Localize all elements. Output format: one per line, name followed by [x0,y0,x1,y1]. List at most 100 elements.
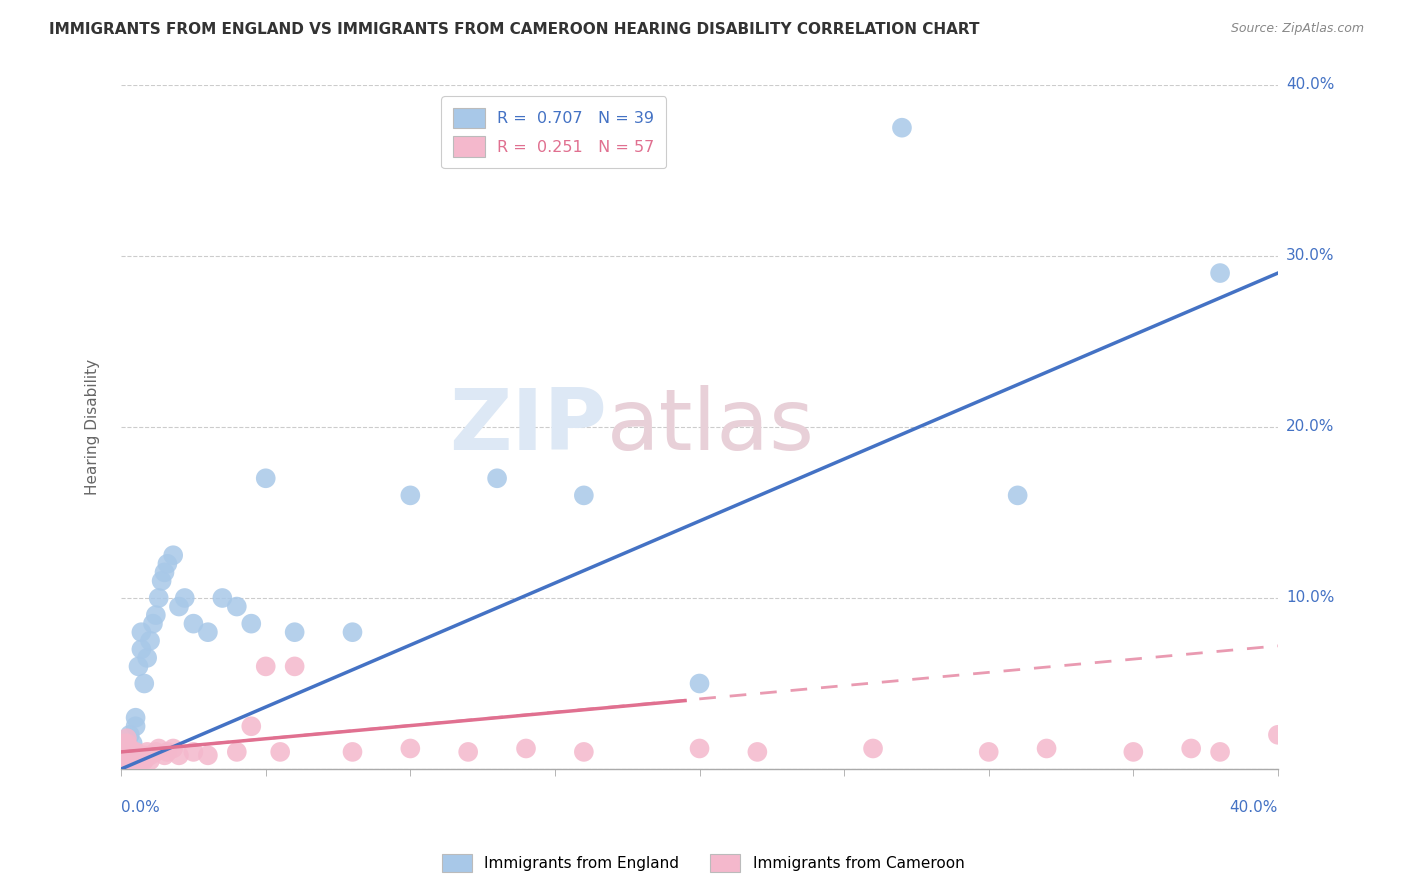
Text: 30.0%: 30.0% [1286,249,1334,263]
Point [115,754,138,768]
Point [112,736,135,750]
Point [139,754,162,768]
Point [240,719,263,733]
Point [342,745,364,759]
Point [891,120,914,135]
Point [115,731,138,746]
Point [145,745,167,759]
Point [121,745,143,759]
Point [342,625,364,640]
Point [139,748,162,763]
Point [862,741,884,756]
Point [112,745,135,759]
Text: 20.0%: 20.0% [1286,419,1334,434]
Point [225,745,247,759]
Point [1180,741,1202,756]
Point [124,754,146,768]
Text: IMMIGRANTS FROM ENGLAND VS IMMIGRANTS FROM CAMEROON HEARING DISABILITY CORRELATI: IMMIGRANTS FROM ENGLAND VS IMMIGRANTS FR… [49,22,980,37]
Point [162,548,184,562]
Point [134,676,156,690]
Point [134,748,156,763]
Point [118,741,141,756]
Point [162,741,184,756]
Point [121,745,143,759]
Text: atlas: atlas [607,385,815,468]
Point [127,659,149,673]
Point [112,754,135,768]
Point [197,625,219,640]
Point [399,488,422,502]
Point [156,745,179,759]
Point [148,741,170,756]
Point [118,741,141,756]
Text: ZIP: ZIP [450,385,607,468]
Point [112,741,135,756]
Point [121,748,143,763]
Text: Source: ZipAtlas.com: Source: ZipAtlas.com [1230,22,1364,36]
Point [131,625,153,640]
Point [197,748,219,763]
Point [284,625,307,640]
Point [572,488,595,502]
Point [1035,741,1057,756]
Text: 40.0%: 40.0% [1286,78,1334,93]
Point [142,616,165,631]
Point [689,676,711,690]
Point [173,591,195,605]
Point [269,745,291,759]
Point [240,616,263,631]
Point [211,591,233,605]
Point [115,752,138,766]
Point [127,754,149,768]
Point [131,754,153,768]
Point [1209,266,1232,280]
Point [115,748,138,763]
Point [115,745,138,759]
Point [167,599,190,614]
Point [284,659,307,673]
Point [1007,488,1029,502]
Point [572,745,595,759]
Point [148,591,170,605]
Point [121,754,143,768]
Point [118,728,141,742]
Text: 0.0%: 0.0% [121,799,160,814]
Point [112,754,135,768]
Point [153,748,176,763]
Point [457,745,479,759]
Point [124,719,146,733]
Point [131,748,153,763]
Point [134,754,156,768]
Point [131,642,153,657]
Point [136,745,159,759]
Legend: R =  0.707   N = 39, R =  0.251   N = 57: R = 0.707 N = 39, R = 0.251 N = 57 [441,96,666,168]
Text: 10.0%: 10.0% [1286,591,1334,606]
Point [515,741,537,756]
Point [115,741,138,756]
Point [118,754,141,768]
Point [124,745,146,759]
Point [747,745,769,759]
Point [399,741,422,756]
Point [112,748,135,763]
Point [124,748,146,763]
Point [118,745,141,759]
Point [127,748,149,763]
Point [977,745,1000,759]
Point [145,608,167,623]
Point [121,736,143,750]
Point [118,748,141,763]
Point [1267,728,1289,742]
Point [486,471,509,485]
Point [115,748,138,763]
Point [254,659,277,673]
Point [225,599,247,614]
Point [124,711,146,725]
Point [150,574,173,588]
Point [689,741,711,756]
Point [183,616,205,631]
Text: 40.0%: 40.0% [1230,799,1278,814]
Point [167,748,190,763]
Point [1209,745,1232,759]
Point [153,566,176,580]
